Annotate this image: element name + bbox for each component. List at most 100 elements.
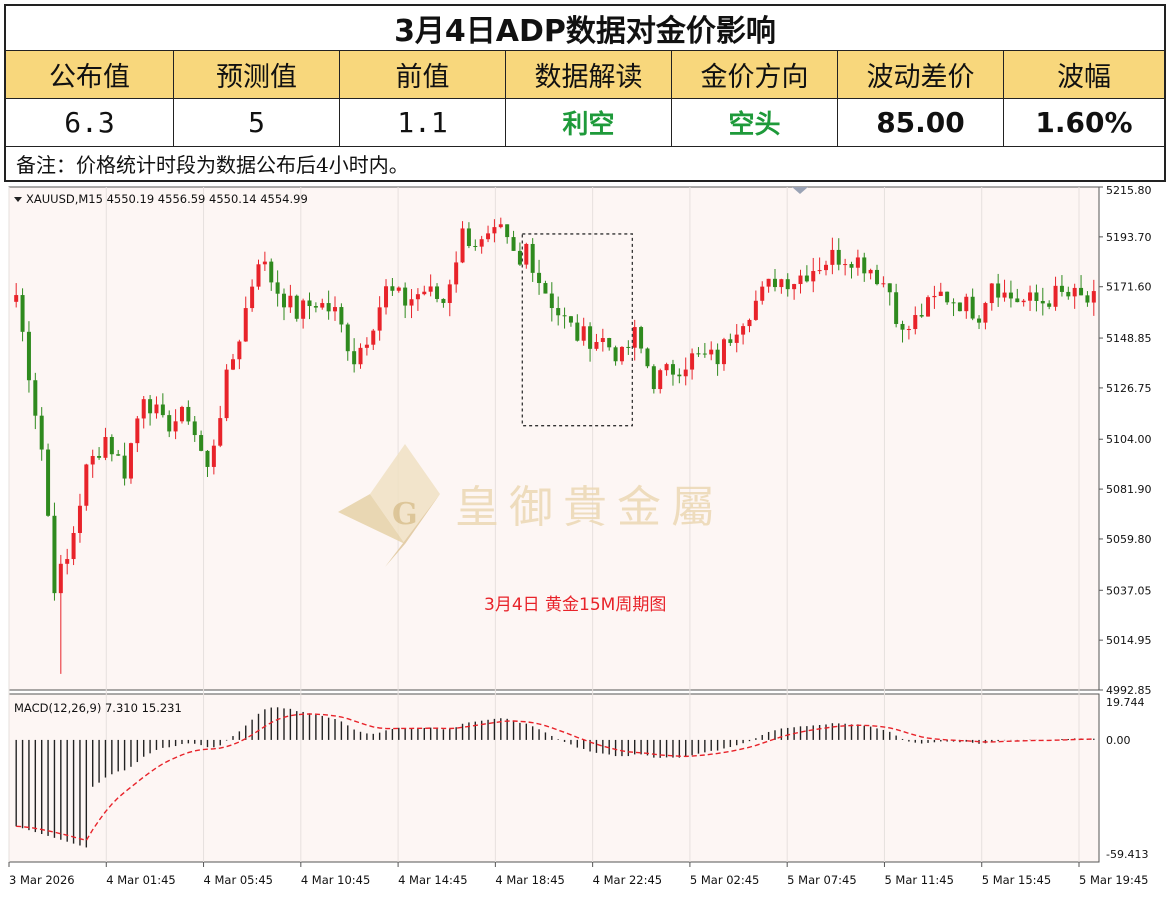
highlight-box xyxy=(521,233,633,427)
candle-body xyxy=(358,347,363,365)
x-tick-label: 5 Mar 15:45 xyxy=(982,873,1051,887)
candle-body xyxy=(798,275,803,285)
price-chart: G 皇御貴金屬 XAUUSD,M15 4550.19 4556.59 4550.… xyxy=(0,182,1170,903)
candle-body xyxy=(670,364,675,375)
candle-body xyxy=(460,228,465,263)
candle-body xyxy=(792,284,797,290)
value-spread: 85.00 xyxy=(838,99,1004,146)
macd-y-tick-label: 0.00 xyxy=(1106,734,1131,747)
candle-body xyxy=(333,307,338,312)
candle-body xyxy=(664,364,669,371)
candle-body xyxy=(868,269,873,274)
candle-body xyxy=(1008,292,1013,299)
x-tick-label: 5 Mar 19:45 xyxy=(1079,873,1148,887)
candle-body xyxy=(384,286,389,308)
candle-body xyxy=(396,287,401,291)
candle-body xyxy=(1053,285,1058,307)
candle-body xyxy=(721,339,726,365)
candle-body xyxy=(543,283,548,294)
candle-body xyxy=(690,353,695,370)
candle-body xyxy=(728,339,733,343)
candle-body xyxy=(435,286,440,299)
candle-body xyxy=(473,245,478,247)
candle-body xyxy=(71,532,76,560)
candle-body xyxy=(1059,285,1064,292)
x-tick-label: 4 Mar 14:45 xyxy=(398,873,467,887)
header-amplitude: 波幅 xyxy=(1057,62,1111,93)
candle-body xyxy=(301,300,306,319)
candle-body xyxy=(517,250,522,265)
candle-body xyxy=(855,257,860,268)
candle-body xyxy=(581,326,586,341)
candle-body xyxy=(1015,298,1020,303)
candle-body xyxy=(607,338,612,348)
candle-body xyxy=(747,319,752,327)
candle-body xyxy=(141,399,146,419)
candle-body xyxy=(154,404,159,414)
watermark-text: 皇御貴金屬 xyxy=(455,482,725,533)
scroll-marker-icon[interactable] xyxy=(792,187,808,194)
y-tick-label: 5037.05 xyxy=(1106,584,1152,597)
header-previous: 前值 xyxy=(340,51,506,98)
candle-body xyxy=(830,249,835,265)
header-interpretation: 数据解读 xyxy=(506,51,672,98)
candle-body xyxy=(256,264,261,287)
candle-body xyxy=(970,296,975,319)
candle-body xyxy=(84,464,89,506)
candle-body xyxy=(128,443,133,479)
value-previous: 1.1 xyxy=(340,99,506,146)
candle-body xyxy=(230,359,235,370)
candle-body xyxy=(619,346,624,362)
candle-body xyxy=(556,308,561,316)
candle-body xyxy=(945,291,950,303)
candle-body xyxy=(804,275,809,282)
candle-body xyxy=(626,346,631,348)
macd-y-tick-label: -59.413 xyxy=(1106,848,1148,861)
candle-body xyxy=(90,455,95,465)
candle-body xyxy=(562,315,567,317)
candle-body xyxy=(836,249,841,265)
x-tick-label: 5 Mar 07:45 xyxy=(787,873,856,887)
candle-body xyxy=(862,257,867,274)
candle-body xyxy=(1002,292,1007,298)
candle-body xyxy=(632,327,637,348)
candle-body xyxy=(645,348,650,367)
value-interpretation: 利空 xyxy=(506,99,672,146)
candle-body xyxy=(906,329,911,331)
candle-body xyxy=(224,369,229,419)
candle-body xyxy=(983,303,988,323)
table-title: 3月4日ADP数据对金价影响 xyxy=(6,6,1164,51)
y-tick-label: 5148.85 xyxy=(1106,332,1152,345)
candle-body xyxy=(294,295,299,319)
candle-body xyxy=(932,295,937,298)
candle-body xyxy=(415,294,420,300)
x-tick-label: 4 Mar 01:45 xyxy=(106,873,175,887)
candle-body xyxy=(148,399,153,414)
symbol-dropdown-icon[interactable] xyxy=(14,197,22,202)
y-tick-label: 5081.90 xyxy=(1106,483,1152,496)
candle-body xyxy=(843,264,848,266)
candle-body xyxy=(964,296,969,312)
y-tick-label: 4992.85 xyxy=(1106,684,1152,697)
table-header-row: 公布值 预测值 前值 数据解读 金价方向 波动差价 波幅 xyxy=(6,51,1164,99)
candle-body xyxy=(313,306,318,308)
header-spread: 波动差价 xyxy=(838,51,1004,98)
x-axis: 3 Mar 2026 4 Mar 01:45 4 Mar 05:45 4 Mar 10… xyxy=(8,862,1148,887)
candle-body xyxy=(811,271,816,282)
candle-body xyxy=(734,334,739,343)
x-tick-label: 4 Mar 22:45 xyxy=(593,873,662,887)
candle-body xyxy=(977,318,982,323)
candle-body xyxy=(996,283,1001,298)
candle-body xyxy=(677,374,682,377)
candle-body xyxy=(760,286,765,301)
value-actual: 6.3 xyxy=(6,99,174,146)
value-forecast: 5 xyxy=(174,99,340,146)
candle-body xyxy=(588,326,593,349)
candle-body xyxy=(530,243,535,273)
candle-body xyxy=(46,449,51,516)
candle-body xyxy=(211,445,216,467)
candle-body xyxy=(275,282,280,294)
watermark-logo-facet xyxy=(338,494,405,544)
watermark: G 皇御貴金屬 xyxy=(338,444,725,567)
candle-body xyxy=(320,303,325,308)
